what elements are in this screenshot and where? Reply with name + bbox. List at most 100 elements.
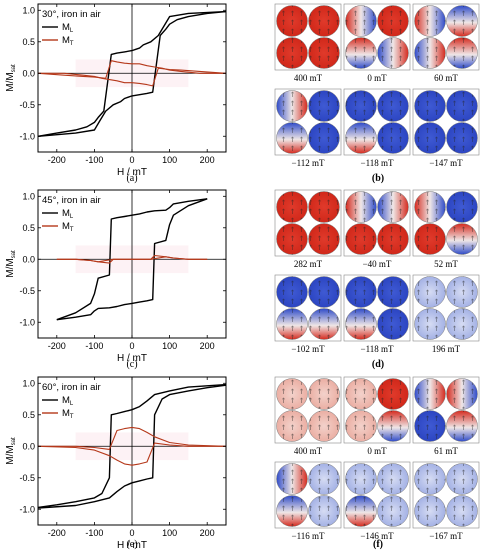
y-axis-label-sub: sat (11, 437, 17, 445)
moment-arrows (414, 495, 446, 527)
map-tile: 400 mT (274, 3, 342, 83)
moment-arrows (345, 463, 377, 495)
map-tile: −146 mT (343, 461, 411, 541)
moment-arrows (308, 308, 340, 340)
series-line-mt-3 (56, 254, 208, 263)
map-tile: −40 mT (343, 189, 411, 269)
field-label: −118 mT (361, 344, 394, 354)
moment-arrows (345, 378, 377, 410)
map-tile: 196 mT (412, 274, 480, 354)
hysteresis-charts: -200 -100 0 100 200 -1.0 -0.5 0.0 0.5 1.0 H / mT M/… (5, 3, 227, 550)
series-line-ml-1 (56, 198, 208, 321)
map-tile: −118 mT (343, 88, 411, 168)
moment-arrows (414, 410, 446, 442)
field-label: 0 mT (367, 73, 387, 83)
field-label: −40 mT (363, 259, 392, 269)
y-tick-label: 1.0 (22, 191, 35, 201)
moment-arrows (414, 37, 446, 69)
map-tile: 400 mT (274, 376, 342, 456)
field-label: −147 mT (429, 158, 463, 168)
x-tick-label: 100 (162, 155, 177, 165)
moment-arrows (414, 223, 446, 255)
moment-arrows (308, 5, 340, 37)
x-axis-label: H / mT (117, 167, 147, 178)
field-label: −118 mT (361, 158, 394, 168)
moment-arrows (345, 410, 377, 442)
moment-arrows (446, 378, 478, 410)
x-tick-label: -200 (48, 341, 66, 351)
map-panel-3: 400 mT 0 mT 61 mT −116 mT −146 mT −167 mT (274, 376, 480, 541)
moment-arrows (446, 90, 478, 122)
field-label: −167 mT (429, 531, 463, 541)
map-panel-2: 282 mT −40 mT 52 mT −102 mT −118 mT 196 mT (274, 189, 480, 354)
field-label: 60 mT (434, 73, 458, 83)
moment-arrows (377, 410, 409, 442)
moment-arrows (276, 410, 308, 442)
map-tile: 60 mT (412, 3, 480, 83)
moment-arrows (414, 463, 446, 495)
x-tick-label: 200 (200, 155, 215, 165)
field-label: −146 mT (360, 531, 394, 541)
moment-arrows (446, 410, 478, 442)
moment-arrows (345, 276, 377, 308)
moment-arrows (377, 122, 409, 154)
field-label: 0 mT (367, 446, 387, 456)
y-tick-label: 0.0 (22, 254, 35, 264)
moment-arrows (377, 5, 409, 37)
moment-arrows (377, 223, 409, 255)
series-line-mt-3 (37, 442, 226, 466)
x-tick-label: 0 (129, 528, 134, 538)
moment-arrows (377, 276, 409, 308)
legend-label-sub: T (70, 414, 74, 420)
x-tick-label: 100 (162, 528, 177, 538)
moment-arrows (377, 191, 409, 223)
legend-label: ML (62, 208, 74, 220)
y-tick-label: 0.5 (22, 223, 35, 233)
y-tick-label: -0.5 (19, 473, 35, 483)
moment-arrows (276, 191, 308, 223)
series-line-ml-0 (56, 198, 208, 321)
x-tick-label: -200 (48, 528, 66, 538)
moment-arrows (446, 191, 478, 223)
chart-annotation: 45°, iron in air (42, 195, 101, 206)
moment-arrows (377, 37, 409, 69)
moment-arrows (308, 495, 340, 527)
moment-arrows (446, 463, 478, 495)
legend-label-sub: L (70, 401, 74, 407)
moment-arrows (414, 5, 446, 37)
chart-1: -200 -100 0 100 200 -1.0 -0.5 0.0 0.5 1.0 H / mT M/… (5, 3, 227, 178)
moment-arrows (414, 122, 446, 154)
legend-label-sub: L (70, 214, 74, 220)
moment-arrows (276, 122, 308, 154)
y-tick-label: -1.0 (19, 131, 35, 141)
moment-arrows (414, 276, 446, 308)
legend-label-sub: L (70, 28, 74, 34)
map-tile: −102 mT (274, 274, 342, 354)
moment-arrows (377, 495, 409, 527)
field-label: 61 mT (434, 446, 458, 456)
series-line-ml-1 (37, 10, 227, 137)
map-tile: 61 mT (412, 376, 480, 456)
x-tick-label: -100 (85, 341, 103, 351)
y-axis-label: M/Msat (5, 64, 17, 92)
moment-arrows (377, 90, 409, 122)
x-axis-label: H / mT (117, 540, 147, 550)
moment-arrows (276, 308, 308, 340)
field-label: −116 mT (292, 531, 325, 541)
moment-arrows (414, 191, 446, 223)
y-tick-label: 0.0 (22, 68, 35, 78)
chart-annotation: 30°, iron in air (42, 9, 101, 20)
field-label: −112 mT (292, 158, 325, 168)
panel-letter: (b) (372, 173, 384, 184)
series-line-ml-0 (37, 383, 227, 509)
panel-letter: (d) (372, 359, 384, 370)
moment-arrows (308, 378, 340, 410)
moment-arrows (345, 308, 377, 340)
moment-arrows (276, 5, 308, 37)
moment-arrows (276, 378, 308, 410)
x-tick-label: -100 (85, 528, 103, 538)
moment-arrows (276, 495, 308, 527)
moment-arrows (345, 90, 377, 122)
panel-letter: (a) (126, 173, 137, 184)
field-label: 282 mT (294, 259, 323, 269)
